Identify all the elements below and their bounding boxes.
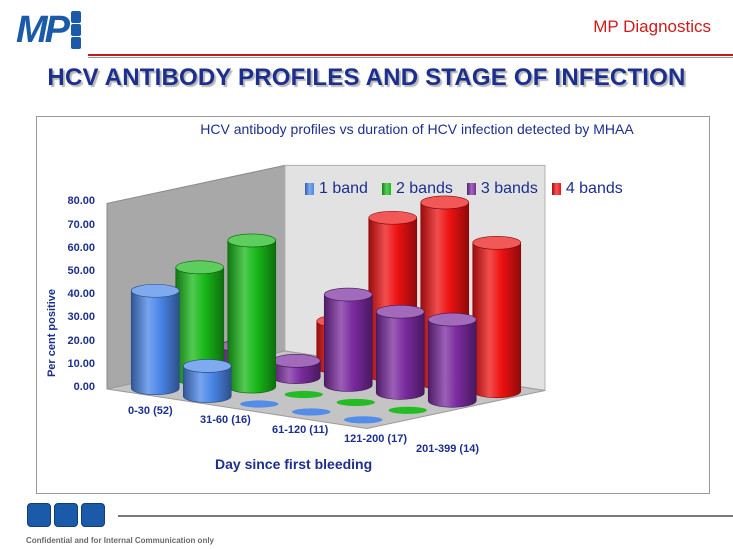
legend-item: 3 bands bbox=[466, 180, 538, 198]
logo-icon-2 bbox=[71, 24, 81, 36]
x-tick-label: 0-30 (52) bbox=[128, 404, 173, 417]
y-tick-label: 10.00 bbox=[67, 357, 95, 370]
y-tick-label: 20.00 bbox=[67, 334, 95, 347]
y-tick-label: 80.00 bbox=[67, 195, 95, 208]
bar-1-band-1-top bbox=[130, 283, 180, 298]
logo-icon-1 bbox=[71, 11, 81, 23]
bar-1-band-3 bbox=[240, 400, 279, 408]
bar-2-bands-5 bbox=[388, 406, 427, 414]
company-logo: MP bbox=[16, 10, 81, 50]
virus-icon bbox=[54, 503, 78, 527]
legend-swatch bbox=[305, 183, 314, 195]
logo-text: MP bbox=[16, 9, 70, 51]
bar-2-bands-2-top bbox=[227, 233, 277, 248]
bar-1-band-5 bbox=[344, 416, 383, 424]
footer-rule bbox=[118, 515, 733, 517]
logo-icon-3 bbox=[71, 37, 81, 49]
bar-4-bands-4-top bbox=[420, 195, 470, 210]
bar-4-bands-5-top bbox=[472, 236, 522, 250]
dna-icon bbox=[81, 503, 105, 527]
bar-3-bands-3 bbox=[323, 294, 373, 392]
legend-item: 1 band bbox=[305, 180, 368, 198]
bar-2-bands-1-top bbox=[175, 260, 225, 275]
chart-legend: 1 band 2 bands 3 bands 4 bands bbox=[305, 180, 623, 198]
footer-text: Confidential and for Internal Communicat… bbox=[26, 536, 215, 545]
y-tick-label: 30.00 bbox=[67, 311, 95, 324]
bar-2-bands-4 bbox=[336, 398, 375, 406]
bar-3-bands-2-top bbox=[271, 354, 321, 368]
x-tick-label: 201-399 (14) bbox=[416, 442, 479, 455]
bar-1-band-1 bbox=[130, 290, 180, 395]
bar-3-bands-4-top bbox=[375, 304, 425, 319]
legend-label: 2 bands bbox=[395, 180, 453, 197]
legend-label: 3 bands bbox=[480, 180, 538, 197]
bar-3-bands-3-top bbox=[323, 287, 373, 302]
x-tick-label: 31-60 (16) bbox=[200, 414, 251, 427]
bar-3-bands-5-top bbox=[427, 312, 477, 327]
chart-canvas bbox=[106, 164, 546, 430]
y-tick-label: 40.00 bbox=[67, 288, 95, 301]
y-tick-label: 70.00 bbox=[67, 218, 95, 231]
header-rule bbox=[88, 54, 733, 56]
y-tick-label: 50.00 bbox=[67, 265, 95, 277]
bar-2-bands-2 bbox=[227, 240, 277, 394]
legend-item: 2 bands bbox=[381, 180, 453, 198]
legend-label: 4 bands bbox=[565, 180, 623, 197]
bar-3-bands-4 bbox=[375, 311, 425, 400]
y-tick-label: 60.00 bbox=[67, 241, 95, 254]
antibody-icon bbox=[27, 503, 51, 527]
bar-1-band-2-top bbox=[182, 359, 232, 373]
x-tick-label: 121-200 (17) bbox=[344, 433, 407, 446]
chart-title: HCV antibody profiles vs duration of HCV… bbox=[200, 121, 634, 137]
legend-item: 4 bands bbox=[551, 180, 623, 198]
legend-swatch bbox=[466, 183, 476, 195]
bar-3-bands-5 bbox=[427, 319, 477, 408]
slide-title: HCV ANTIBODY PROFILES AND STAGE OF INFEC… bbox=[47, 64, 686, 91]
bar-4-bands-5 bbox=[472, 242, 522, 399]
x-axis-label: Day since first bleeding bbox=[215, 456, 373, 472]
logo-icons bbox=[71, 11, 81, 49]
bar-2-bands-3 bbox=[284, 390, 323, 399]
legend-swatch bbox=[551, 183, 561, 195]
bar-1-band-4 bbox=[292, 408, 331, 416]
brand-name: MP Diagnostics bbox=[593, 17, 711, 36]
chart-frame: HCV antibody profiles vs duration of HCV… bbox=[36, 116, 710, 494]
y-tick-label: 0.00 bbox=[73, 381, 95, 393]
legend-label: 1 band bbox=[319, 180, 368, 197]
header-rule-shadow bbox=[88, 57, 733, 58]
x-tick-label: 61-120 (11) bbox=[272, 423, 329, 436]
footer-logos bbox=[27, 503, 105, 527]
bar-4-bands-3-top bbox=[368, 210, 418, 225]
legend-swatch bbox=[381, 183, 391, 195]
